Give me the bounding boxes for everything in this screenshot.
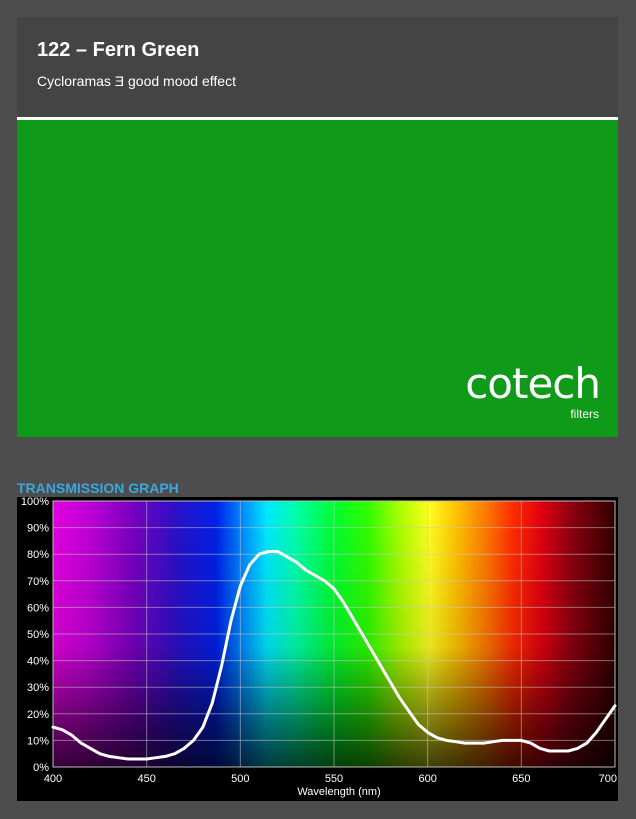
x-tick-label: 400 — [44, 773, 62, 785]
filter-subtitle: Cycloramas Ǝ good mood effect — [37, 73, 236, 89]
y-tick-label: 10% — [27, 735, 49, 747]
x-tick-label: 650 — [512, 773, 530, 785]
y-tick-label: 100% — [21, 497, 49, 508]
x-tick-label: 500 — [231, 773, 249, 785]
y-tick-label: 20% — [27, 709, 49, 721]
y-tick-label: 90% — [27, 523, 49, 535]
header-divider — [17, 117, 618, 120]
transmission-chart-svg: 0% 10% 20% 30% 40% 50% 60% 70% 80% 90% 100% 400 450… — [21, 497, 617, 798]
chart-grid — [52, 500, 616, 768]
y-tick-label: 80% — [27, 549, 49, 561]
filter-header: 122 – Fern Green Cycloramas Ǝ good mood … — [17, 17, 618, 117]
x-axis-ticks: 400 450 500 550 600 650 700 — [44, 773, 617, 785]
filter-card: 122 – Fern Green Cycloramas Ǝ good mood … — [17, 17, 618, 437]
y-tick-label: 30% — [27, 682, 49, 694]
cotech-logo-tagline: filters — [570, 407, 599, 421]
y-tick-label: 40% — [27, 656, 49, 668]
y-tick-label: 50% — [27, 629, 49, 641]
cotech-logo: cotech — [465, 359, 601, 408]
y-tick-label: 70% — [27, 576, 49, 588]
transmission-graph: 0% 10% 20% 30% 40% 50% 60% 70% 80% 90% 100% 400 450… — [17, 497, 618, 801]
filter-title: 122 – Fern Green — [37, 39, 200, 61]
x-tick-label: 700 — [599, 773, 617, 785]
transmission-graph-heading: TRANSMISSION GRAPH — [17, 480, 179, 496]
transmission-curve — [51, 550, 617, 761]
x-tick-label: 600 — [418, 773, 436, 785]
y-tick-label: 60% — [27, 602, 49, 614]
x-tick-label: 550 — [325, 773, 343, 785]
color-swatch: cotech filters — [17, 120, 618, 437]
x-tick-label: 450 — [137, 773, 155, 785]
y-axis-ticks: 0% 10% 20% 30% 40% 50% 60% 70% 80% 90% 100% — [21, 497, 49, 774]
plot-border — [52, 500, 616, 768]
x-axis-label: Wavelength (nm) — [297, 786, 380, 798]
y-tick-label: 0% — [33, 762, 49, 774]
